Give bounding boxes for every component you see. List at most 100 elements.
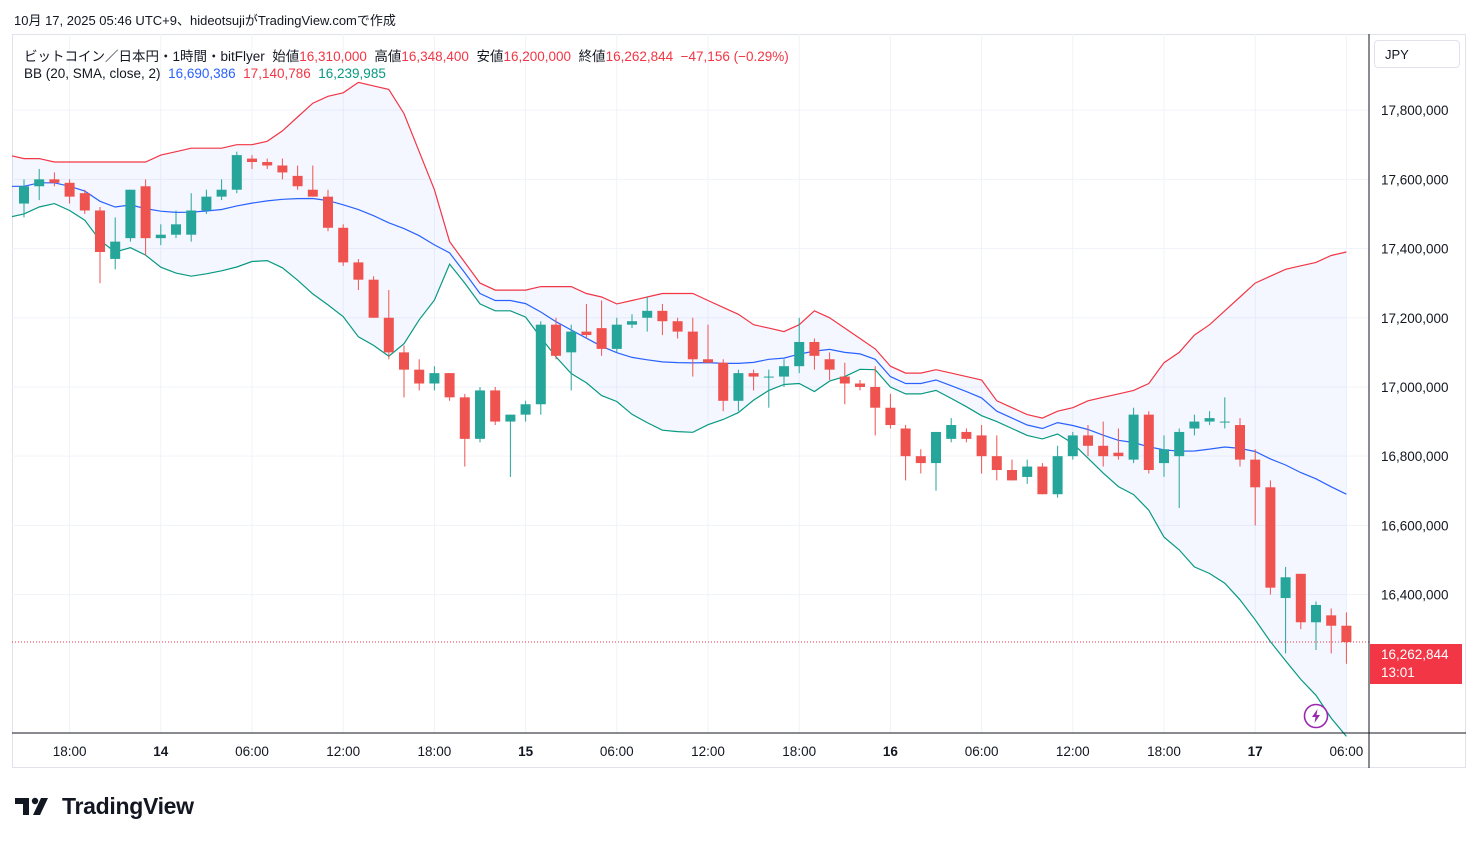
candle-body — [353, 262, 364, 280]
price-tick-label: 17,000,000 — [1381, 380, 1449, 395]
low-value: 16,200,000 — [503, 49, 572, 64]
symbol-title[interactable]: ビットコイン／日本円・1時間・bitFlyer — [24, 49, 265, 64]
candle — [642, 296, 653, 332]
close-label: 終値 — [578, 49, 606, 64]
candle — [1052, 445, 1063, 498]
candle-body — [323, 196, 333, 228]
candle — [140, 179, 151, 256]
candle-body — [870, 386, 881, 408]
candle-body — [110, 241, 121, 259]
candle — [627, 314, 637, 329]
candle — [444, 373, 455, 401]
time-tick-label: 15 — [518, 744, 534, 759]
candle — [748, 369, 759, 391]
bollinger-legend[interactable]: BB (20, SMA, close, 2) 16,690,386 17,140… — [24, 66, 386, 81]
price-axis[interactable]: 16,400,000 16,600,000 16,800,000 17,000,000… — [1381, 103, 1449, 602]
candle-body — [1311, 604, 1321, 623]
candle — [946, 418, 957, 443]
candle-body — [961, 431, 972, 439]
flash-icon[interactable] — [1303, 703, 1329, 729]
candle-body — [171, 224, 181, 235]
candle-body — [49, 179, 60, 183]
candle-body — [1265, 487, 1276, 588]
candle-body — [277, 165, 288, 173]
time-tick-label: 12:00 — [326, 744, 360, 759]
candle-body — [1174, 431, 1185, 457]
open-value: 16,310,000 — [299, 49, 367, 64]
candle-body — [1083, 435, 1093, 446]
candle-body — [839, 376, 850, 384]
candle — [596, 300, 607, 356]
candle-body — [231, 155, 242, 190]
candle-body — [520, 404, 531, 415]
candle — [657, 303, 668, 336]
candle — [383, 290, 394, 360]
candle — [19, 179, 29, 218]
candle-body — [505, 414, 516, 422]
candle — [885, 393, 896, 429]
candle-body — [1219, 421, 1230, 423]
time-axis[interactable]: 18:00 14 06:00 12:00 18:00 15 06:00 12:00 18:00 1… — [53, 744, 1364, 759]
candle-body — [490, 390, 501, 422]
candle-body — [383, 317, 394, 353]
candle — [231, 151, 242, 194]
candle — [323, 189, 333, 232]
candle-body — [201, 196, 212, 211]
candle — [1204, 411, 1215, 426]
candle-body — [931, 431, 941, 464]
candle — [429, 366, 440, 391]
price-tick-label: 16,600,000 — [1381, 518, 1449, 533]
candle — [307, 165, 318, 197]
close-value: 16,262,844 — [605, 49, 674, 64]
candle-body — [915, 456, 926, 464]
currency-button[interactable]: JPY — [1374, 40, 1460, 68]
candle — [1159, 435, 1169, 477]
bar-countdown: 13:01 — [1381, 665, 1415, 680]
candle-body — [307, 189, 318, 197]
candle-body — [855, 383, 865, 387]
candle — [581, 303, 592, 339]
price-tick-label: 17,200,000 — [1381, 311, 1449, 326]
bb-indicator-label[interactable]: BB (20, SMA, close, 2) — [24, 66, 161, 81]
candle-body — [1098, 445, 1109, 457]
candle — [79, 189, 90, 214]
candle-body — [581, 331, 592, 336]
candle — [155, 224, 166, 246]
candle-body — [1052, 456, 1063, 495]
low-label: 安値 — [476, 49, 504, 64]
candle — [991, 435, 1002, 481]
price-chart[interactable]: 16,400,000 16,600,000 16,800,000 17,000,000… — [12, 34, 1466, 768]
candle-body — [703, 359, 713, 363]
candle-body — [611, 324, 622, 349]
candle-body — [687, 331, 698, 360]
candle-body — [1189, 421, 1200, 429]
candle-body — [672, 321, 683, 332]
candle-body — [1295, 573, 1306, 623]
candle-body — [125, 189, 136, 239]
candle-body — [763, 376, 774, 378]
candle-body — [718, 362, 729, 401]
time-tick-label: 06:00 — [235, 744, 269, 759]
candle-body — [247, 158, 257, 163]
last-price-tag: 16,262,844 13:01 — [1370, 644, 1462, 684]
candles — [19, 151, 1352, 664]
candle — [839, 362, 850, 405]
candle-body — [292, 175, 303, 187]
price-tick-label: 17,800,000 — [1381, 103, 1449, 118]
candle — [1174, 428, 1185, 509]
candle — [870, 366, 881, 436]
candle-body — [262, 162, 273, 166]
candle — [490, 386, 501, 426]
candle-body — [1204, 418, 1215, 422]
time-tick-label: 18:00 — [418, 744, 452, 759]
candle-body — [779, 366, 789, 377]
candle — [551, 317, 561, 360]
tradingview-brand[interactable]: TradingView — [14, 792, 194, 820]
ohlc-legend[interactable]: ビットコイン／日本円・1時間・bitFlyer 始値16,310,000 高値1… — [24, 45, 789, 65]
candle — [1113, 428, 1124, 460]
candle — [1189, 414, 1200, 436]
candle — [49, 172, 60, 187]
bb-lower-value: 16,239,985 — [318, 66, 386, 81]
candle — [703, 324, 713, 363]
candle — [824, 352, 835, 381]
